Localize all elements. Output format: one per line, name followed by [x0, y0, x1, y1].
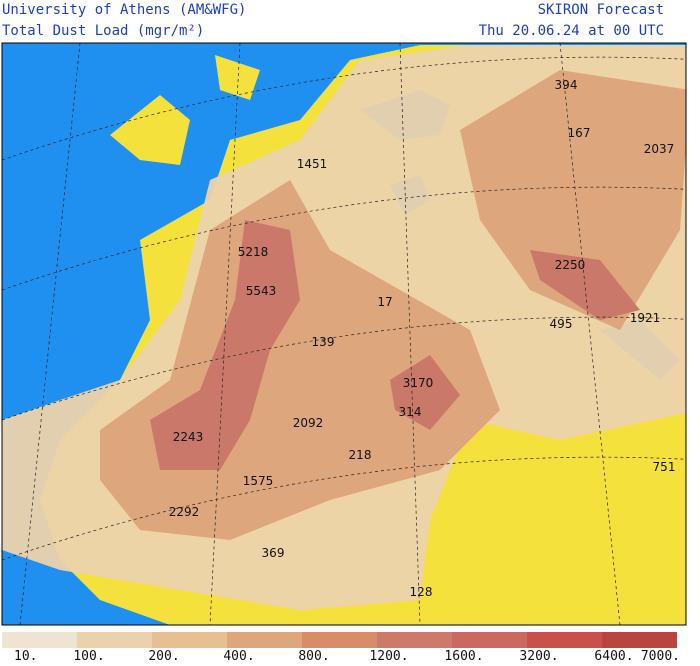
map-label: 2243	[173, 430, 204, 444]
colorbar-segment	[2, 632, 77, 648]
colorbar-label: 200.	[148, 649, 179, 662]
map-label: 139	[312, 335, 335, 349]
land	[110, 55, 260, 165]
map-label: 2092	[293, 416, 324, 430]
colorbar-segment	[452, 632, 527, 648]
title-left: University of Athens (AM&WFG)	[2, 2, 246, 18]
map-label: 1575	[243, 474, 274, 488]
map-label: 5543	[246, 284, 277, 298]
dust-heavy	[150, 220, 640, 470]
colorbar-label: 10.	[14, 649, 37, 662]
map-label: 128	[410, 585, 433, 599]
map-label: 1921	[630, 311, 661, 325]
colorbar-label: 1600.	[444, 649, 483, 662]
map-label: 2037	[644, 142, 675, 156]
colorbar-label: 3200.	[519, 649, 558, 662]
graticule	[2, 43, 686, 625]
map-label: 1451	[297, 157, 328, 171]
subtitle-right: Thu 20.06.24 at 00 UTC	[479, 23, 664, 39]
title-right: SKIRON Forecast	[538, 2, 664, 18]
map-label: 3170	[403, 376, 434, 390]
subtitle-left: Total Dust Load (mgr/m²)	[2, 23, 204, 39]
colorbar-segment	[152, 632, 227, 648]
map-label: 394	[555, 78, 578, 92]
colorbar-label: 7000.	[641, 649, 680, 662]
map-label: 218	[349, 448, 372, 462]
colorbar-segment	[227, 632, 302, 648]
colorbar-label: 100.	[73, 649, 104, 662]
colorbar-segment	[602, 632, 677, 648]
colorbar-segment	[302, 632, 377, 648]
map-label: 2292	[169, 505, 200, 519]
map-label: 495	[550, 317, 573, 331]
colorbar-label: 6400.	[594, 649, 633, 662]
map-label: 17	[377, 295, 392, 309]
map	[1, 42, 687, 626]
colorbar-label: 400.	[223, 649, 254, 662]
map-label: 5218	[238, 245, 269, 259]
colorbar-label: 800.	[298, 649, 329, 662]
colorbar-segment	[527, 632, 602, 648]
map-frame	[1, 42, 687, 626]
map-label: 167	[568, 126, 591, 140]
colorbar-label: 1200.	[369, 649, 408, 662]
colorbar-segment	[77, 632, 152, 648]
map-label: 314	[399, 405, 422, 419]
map-label: 2250	[555, 258, 586, 272]
map-label: 369	[262, 546, 285, 560]
map-label: 751	[653, 460, 676, 474]
colorbar-segment	[377, 632, 452, 648]
